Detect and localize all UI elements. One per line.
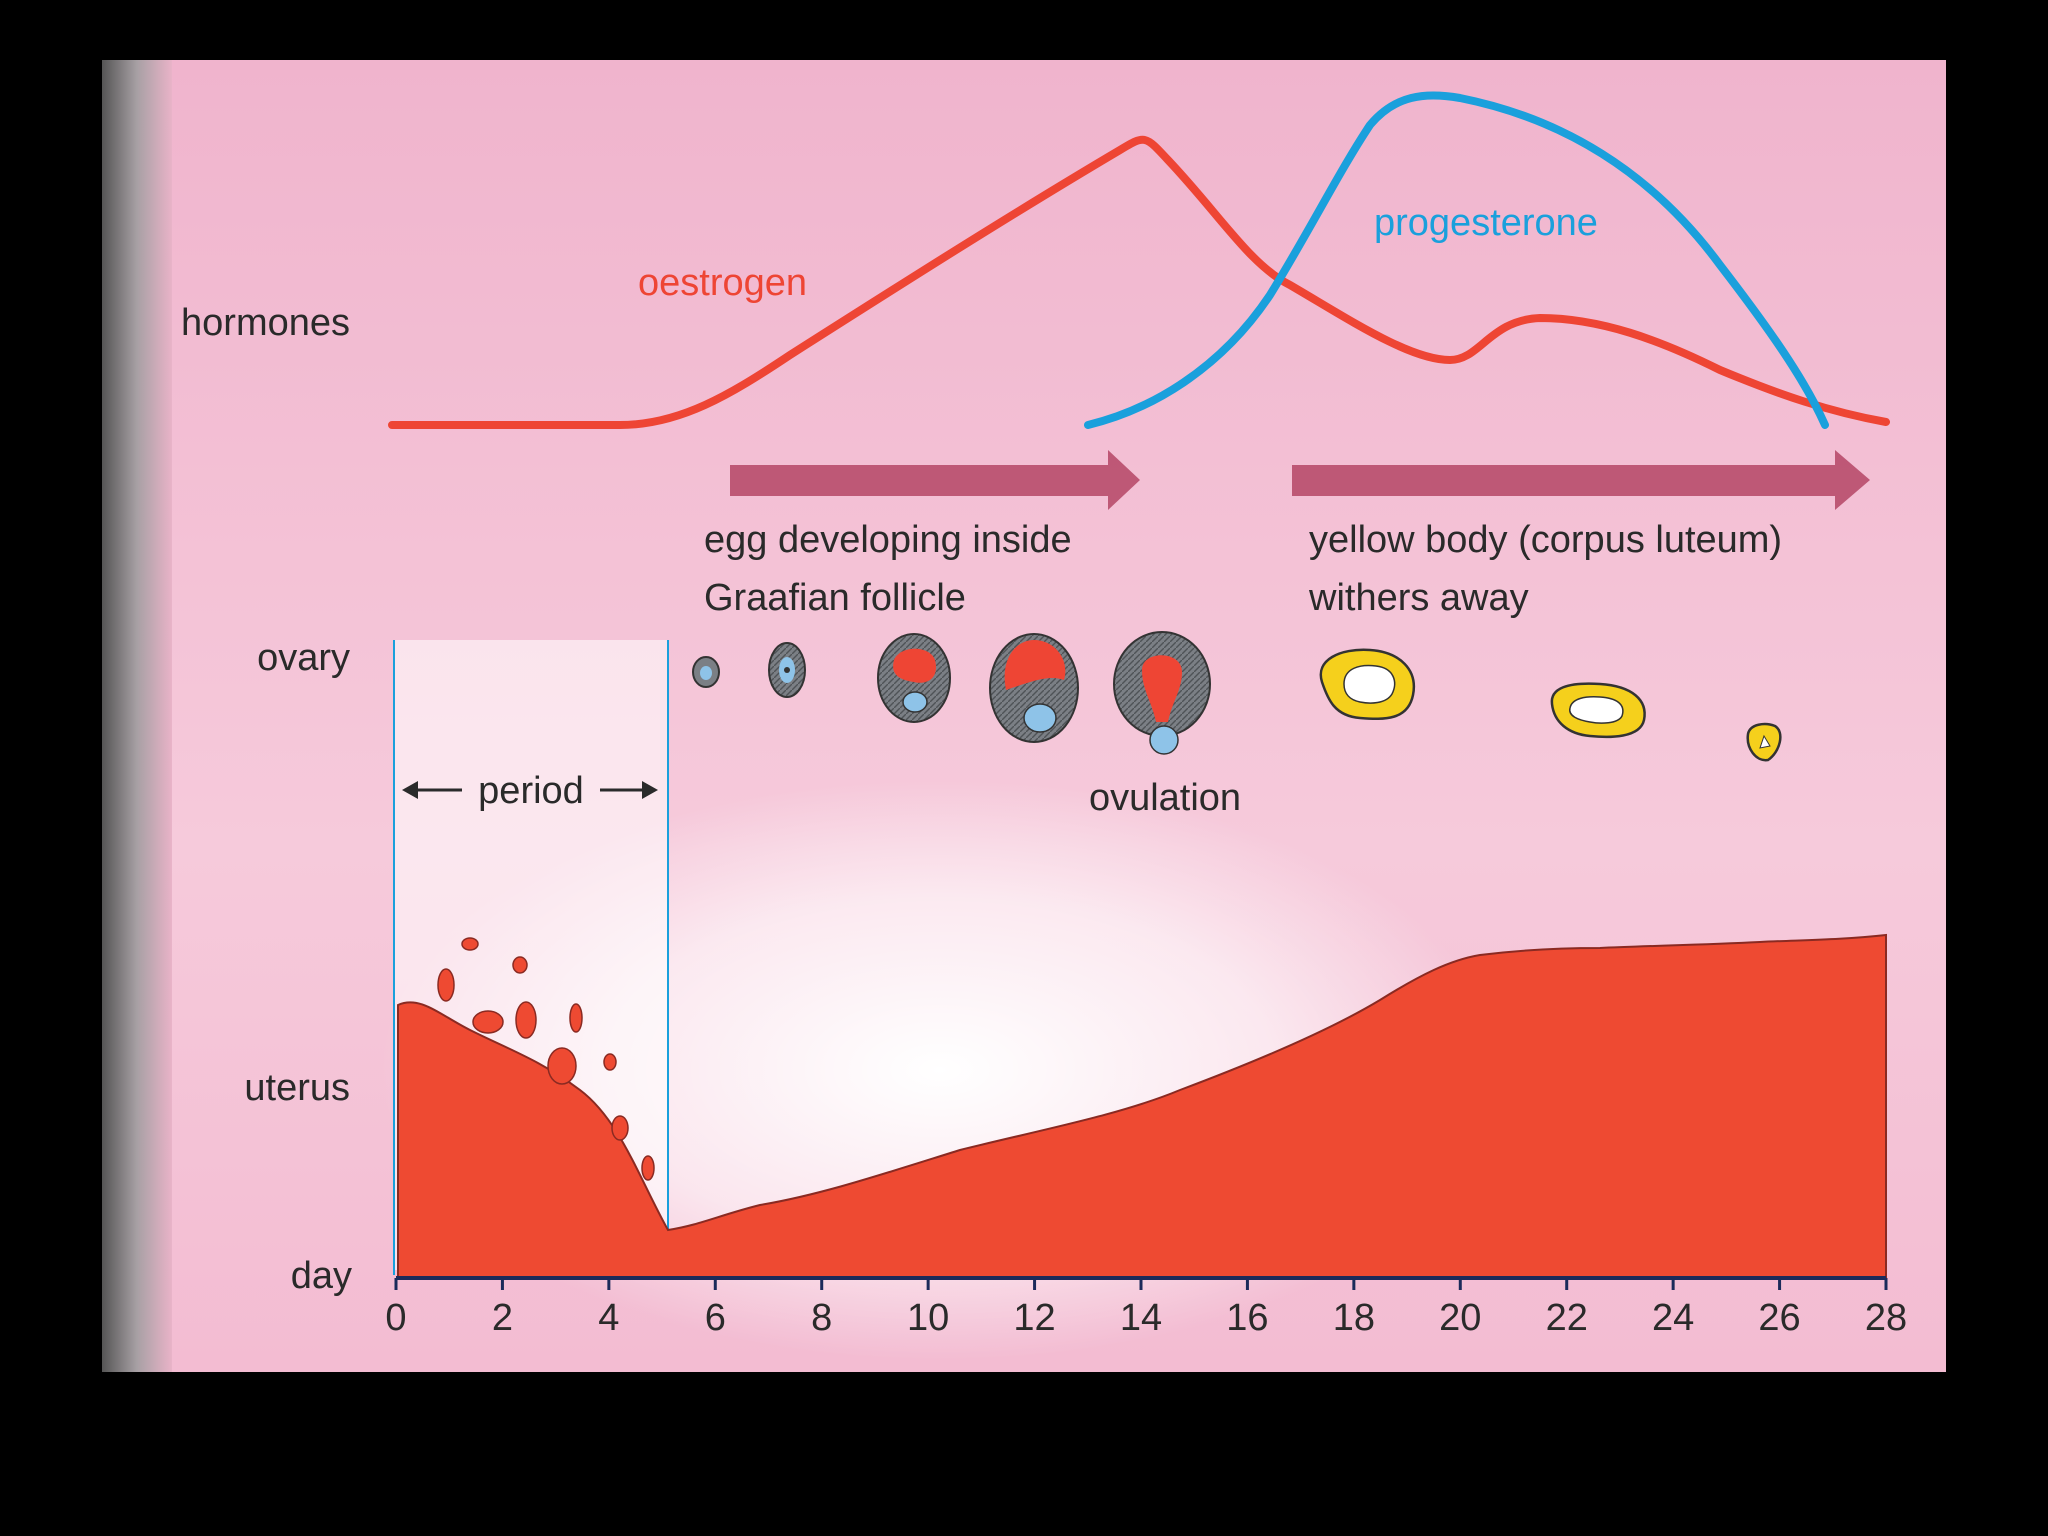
uterus-lining-area (397, 933, 1887, 1279)
book-spine (102, 60, 172, 1372)
egg-developing-label-1: egg developing inside (704, 519, 1072, 561)
day-tick-label: 8 (811, 1297, 832, 1339)
hormones-label: hormones (181, 302, 350, 344)
ovulation-label: ovulation (1089, 777, 1241, 819)
follicle-stage-4-icon (989, 633, 1079, 743)
progesterone-label: progesterone (1374, 202, 1598, 244)
follicle-stage-5-icon (1113, 631, 1211, 755)
progesterone-curve (1084, 91, 1829, 429)
yellow-body-label-1: yellow body (corpus luteum) (1309, 519, 1782, 561)
day-tick-label: 18 (1333, 1297, 1375, 1339)
ovary-label: ovary (257, 637, 350, 679)
yellow-body-arrow (1292, 450, 1870, 510)
day-tick-label: 22 (1546, 1297, 1588, 1339)
day-tick-label: 16 (1226, 1297, 1268, 1339)
follicle-stage-1-icon (692, 656, 720, 688)
double-headed-arrow-icon (402, 781, 658, 799)
uterus-label: uterus (244, 1067, 350, 1109)
day-tick-label: 26 (1758, 1297, 1800, 1339)
day-tick-label: 12 (1013, 1297, 1055, 1339)
oestrogen-label: oestrogen (638, 262, 807, 304)
yellow-body-1-icon (1319, 648, 1416, 721)
day-tick-label: 24 (1652, 1297, 1694, 1339)
day-tick-label: 28 (1865, 1297, 1907, 1339)
day-tick-label: 14 (1120, 1297, 1162, 1339)
yellow-body-label-2: withers away (1308, 577, 1529, 619)
day-tick-label: 2 (492, 1297, 513, 1339)
day-tick-label: 20 (1439, 1297, 1481, 1339)
shedding-lining-fragments (437, 937, 655, 1181)
egg-developing-label-2: Graafian follicle (704, 577, 966, 619)
yellow-body-2-icon (1550, 682, 1646, 739)
day-axis-ticks: 0 2 4 6 8 10 12 14 16 18 20 22 24 26 28 (385, 1278, 1907, 1339)
follicle-stage-2-icon (768, 642, 806, 698)
day-tick-label: 4 (598, 1297, 619, 1339)
day-tick-label: 6 (705, 1297, 726, 1339)
day-tick-label: 10 (907, 1297, 949, 1339)
period-label: period (478, 770, 584, 812)
egg-developing-arrow (730, 450, 1140, 510)
oestrogen-curve (388, 135, 1890, 429)
yellow-body-3-icon (1746, 722, 1782, 762)
day-tick-label: 0 (385, 1297, 406, 1339)
day-label: day (291, 1255, 352, 1297)
follicle-stage-3-icon (877, 633, 951, 723)
